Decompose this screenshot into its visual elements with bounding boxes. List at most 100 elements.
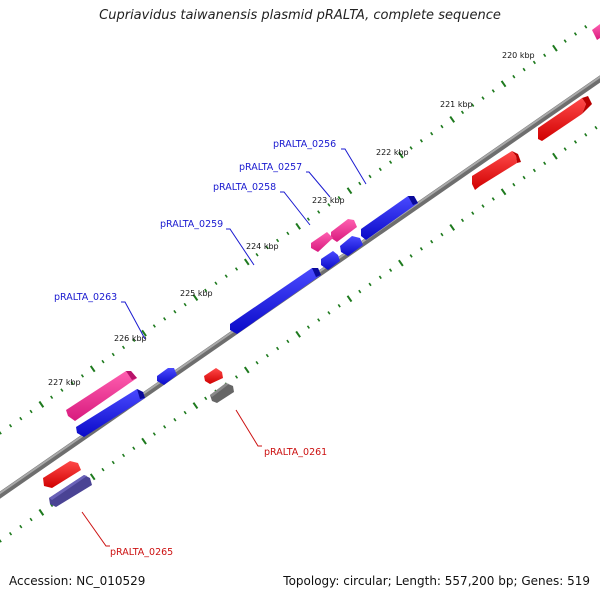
tick-mark	[38, 400, 45, 408]
tick-mark	[378, 275, 382, 280]
tick-mark	[552, 152, 558, 160]
gene-feature-red-small[interactable]	[204, 368, 223, 384]
tick-mark	[0, 539, 2, 543]
gene-feature-pRALTA_0265[interactable]	[49, 475, 92, 507]
callout-line	[121, 301, 146, 340]
tick-mark	[111, 460, 115, 465]
tick-mark	[121, 453, 126, 458]
gene-label-pRALTA_0261[interactable]: pRALTA_0261	[264, 447, 327, 458]
gene-label-pRALTA_0259[interactable]: pRALTA_0259	[160, 219, 223, 230]
tick-mark	[121, 345, 126, 350]
tick-mark	[183, 410, 187, 415]
tick-mark	[346, 295, 353, 303]
tick-mark	[512, 74, 516, 79]
tick-mark	[80, 374, 85, 378]
tick-mark	[132, 446, 136, 451]
gene-label-pRALTA_0256[interactable]: pRALTA_0256	[273, 139, 336, 150]
tick-mark	[243, 366, 250, 374]
tick-mark	[255, 253, 259, 257]
tick-mark	[368, 174, 372, 179]
tick-mark	[101, 359, 105, 364]
tick-mark	[449, 115, 456, 123]
tick-mark	[440, 232, 444, 237]
tick-mark	[38, 508, 45, 516]
tick-mark	[573, 140, 578, 144]
tick-mark	[234, 375, 239, 379]
kbp-label: 222 kbp	[376, 148, 409, 157]
gene-feature-pRALTA_0259[interactable]	[230, 268, 321, 334]
gene-feature-red[interactable]	[472, 151, 521, 190]
tick-mark	[19, 416, 23, 421]
tick-mark	[532, 168, 536, 173]
gene-label-pRALTA_0257[interactable]: pRALTA_0257	[239, 162, 302, 173]
tick-mark	[317, 318, 321, 322]
kbp-label: 227 kbp	[48, 378, 81, 387]
tick-mark	[295, 222, 301, 230]
tick-mark	[317, 210, 321, 214]
tick-mark	[141, 329, 147, 337]
gene-feature-small-blue[interactable]	[321, 251, 340, 270]
map-title: Cupriavidus taiwanensis plasmid pRALTA, …	[99, 8, 501, 23]
gene-label-pRALTA_0258[interactable]: pRALTA_0258	[213, 182, 276, 193]
callout-line	[280, 191, 311, 226]
tick-mark	[111, 352, 115, 357]
tick-mark	[141, 437, 147, 445]
tick-mark	[543, 161, 547, 166]
tick-mark	[327, 203, 331, 207]
tick-mark	[286, 231, 290, 236]
tick-mark	[327, 311, 331, 315]
kbp-label: 223 kbp	[312, 196, 345, 205]
gene-feature-small-blue[interactable]	[340, 236, 363, 256]
tick-mark	[337, 304, 341, 308]
tick-mark	[306, 217, 310, 221]
gene-feature-pRALTA_0261[interactable]	[210, 383, 234, 403]
tick-mark	[481, 204, 485, 208]
tick-mark	[234, 267, 239, 271]
gene-feature-pRALTA_0258[interactable]	[311, 232, 333, 252]
gene-feature-pRALTA_0257[interactable]	[331, 219, 357, 242]
gene-feature-pink	[592, 24, 600, 40]
gene-label-pRALTA_0263[interactable]: pRALTA_0263	[54, 292, 117, 303]
tick-mark	[398, 259, 404, 267]
callout-line	[306, 171, 331, 198]
kbp-label: 221 kbp	[440, 100, 473, 109]
tick-mark	[409, 146, 413, 150]
gene-label-pRALTA_0265[interactable]: pRALTA_0265	[110, 547, 173, 558]
tick-mark	[89, 473, 96, 481]
kbp-label: 226 kbp	[114, 334, 147, 343]
tick-mark	[286, 339, 290, 344]
tick-mark	[512, 182, 516, 187]
gene-feature-blue-long[interactable]	[76, 389, 145, 437]
tick-mark	[471, 211, 475, 215]
kbp-label: 225 kbp	[180, 289, 213, 298]
gene-feature-red[interactable]	[538, 96, 592, 141]
gene-feature-pRALTA_0263[interactable]	[157, 368, 177, 385]
tick-mark	[543, 53, 547, 58]
tick-mark	[522, 67, 526, 72]
tick-mark	[70, 381, 74, 385]
tick-mark	[8, 531, 13, 536]
tick-mark	[132, 338, 136, 343]
gene-feature-red-lower[interactable]	[43, 461, 81, 488]
tick-mark	[563, 147, 567, 151]
gene-feature-pink-long[interactable]	[66, 371, 137, 421]
tick-mark	[500, 80, 507, 88]
tick-mark	[60, 388, 64, 392]
tick-mark	[491, 197, 495, 201]
tick-mark	[0, 431, 2, 435]
accession-text: Accession: NC_010529	[9, 574, 146, 588]
tick-mark	[491, 89, 495, 93]
tick-mark	[449, 223, 456, 231]
tick-mark	[532, 60, 536, 65]
callout-line	[341, 148, 367, 185]
tick-mark	[368, 282, 372, 287]
tick-mark	[398, 151, 404, 159]
tick-mark	[460, 218, 465, 223]
tick-mark	[192, 294, 199, 301]
tick-mark	[163, 317, 167, 321]
tick-mark	[183, 302, 187, 307]
tick-marks	[0, 25, 598, 543]
tick-mark	[50, 395, 54, 400]
tick-mark	[409, 254, 413, 258]
gene-feature-pRALTA_0256[interactable]	[361, 196, 418, 240]
